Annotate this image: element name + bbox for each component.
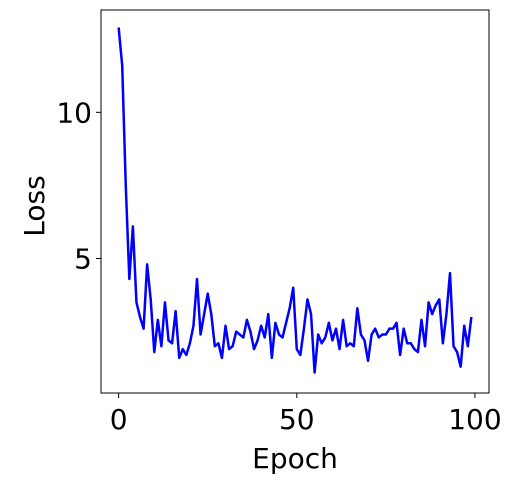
y-tick-label: 5 bbox=[74, 243, 92, 276]
x-tick-label: 0 bbox=[110, 403, 128, 436]
x-tick-label: 50 bbox=[279, 403, 315, 436]
y-axis-label: Loss bbox=[18, 175, 51, 236]
loss-line bbox=[117, 27, 473, 374]
x-axis-label: Epoch bbox=[252, 442, 338, 475]
x-tick-label: 100 bbox=[448, 403, 501, 436]
plot-frame bbox=[100, 9, 490, 394]
y-tick-label: 10 bbox=[56, 96, 92, 129]
